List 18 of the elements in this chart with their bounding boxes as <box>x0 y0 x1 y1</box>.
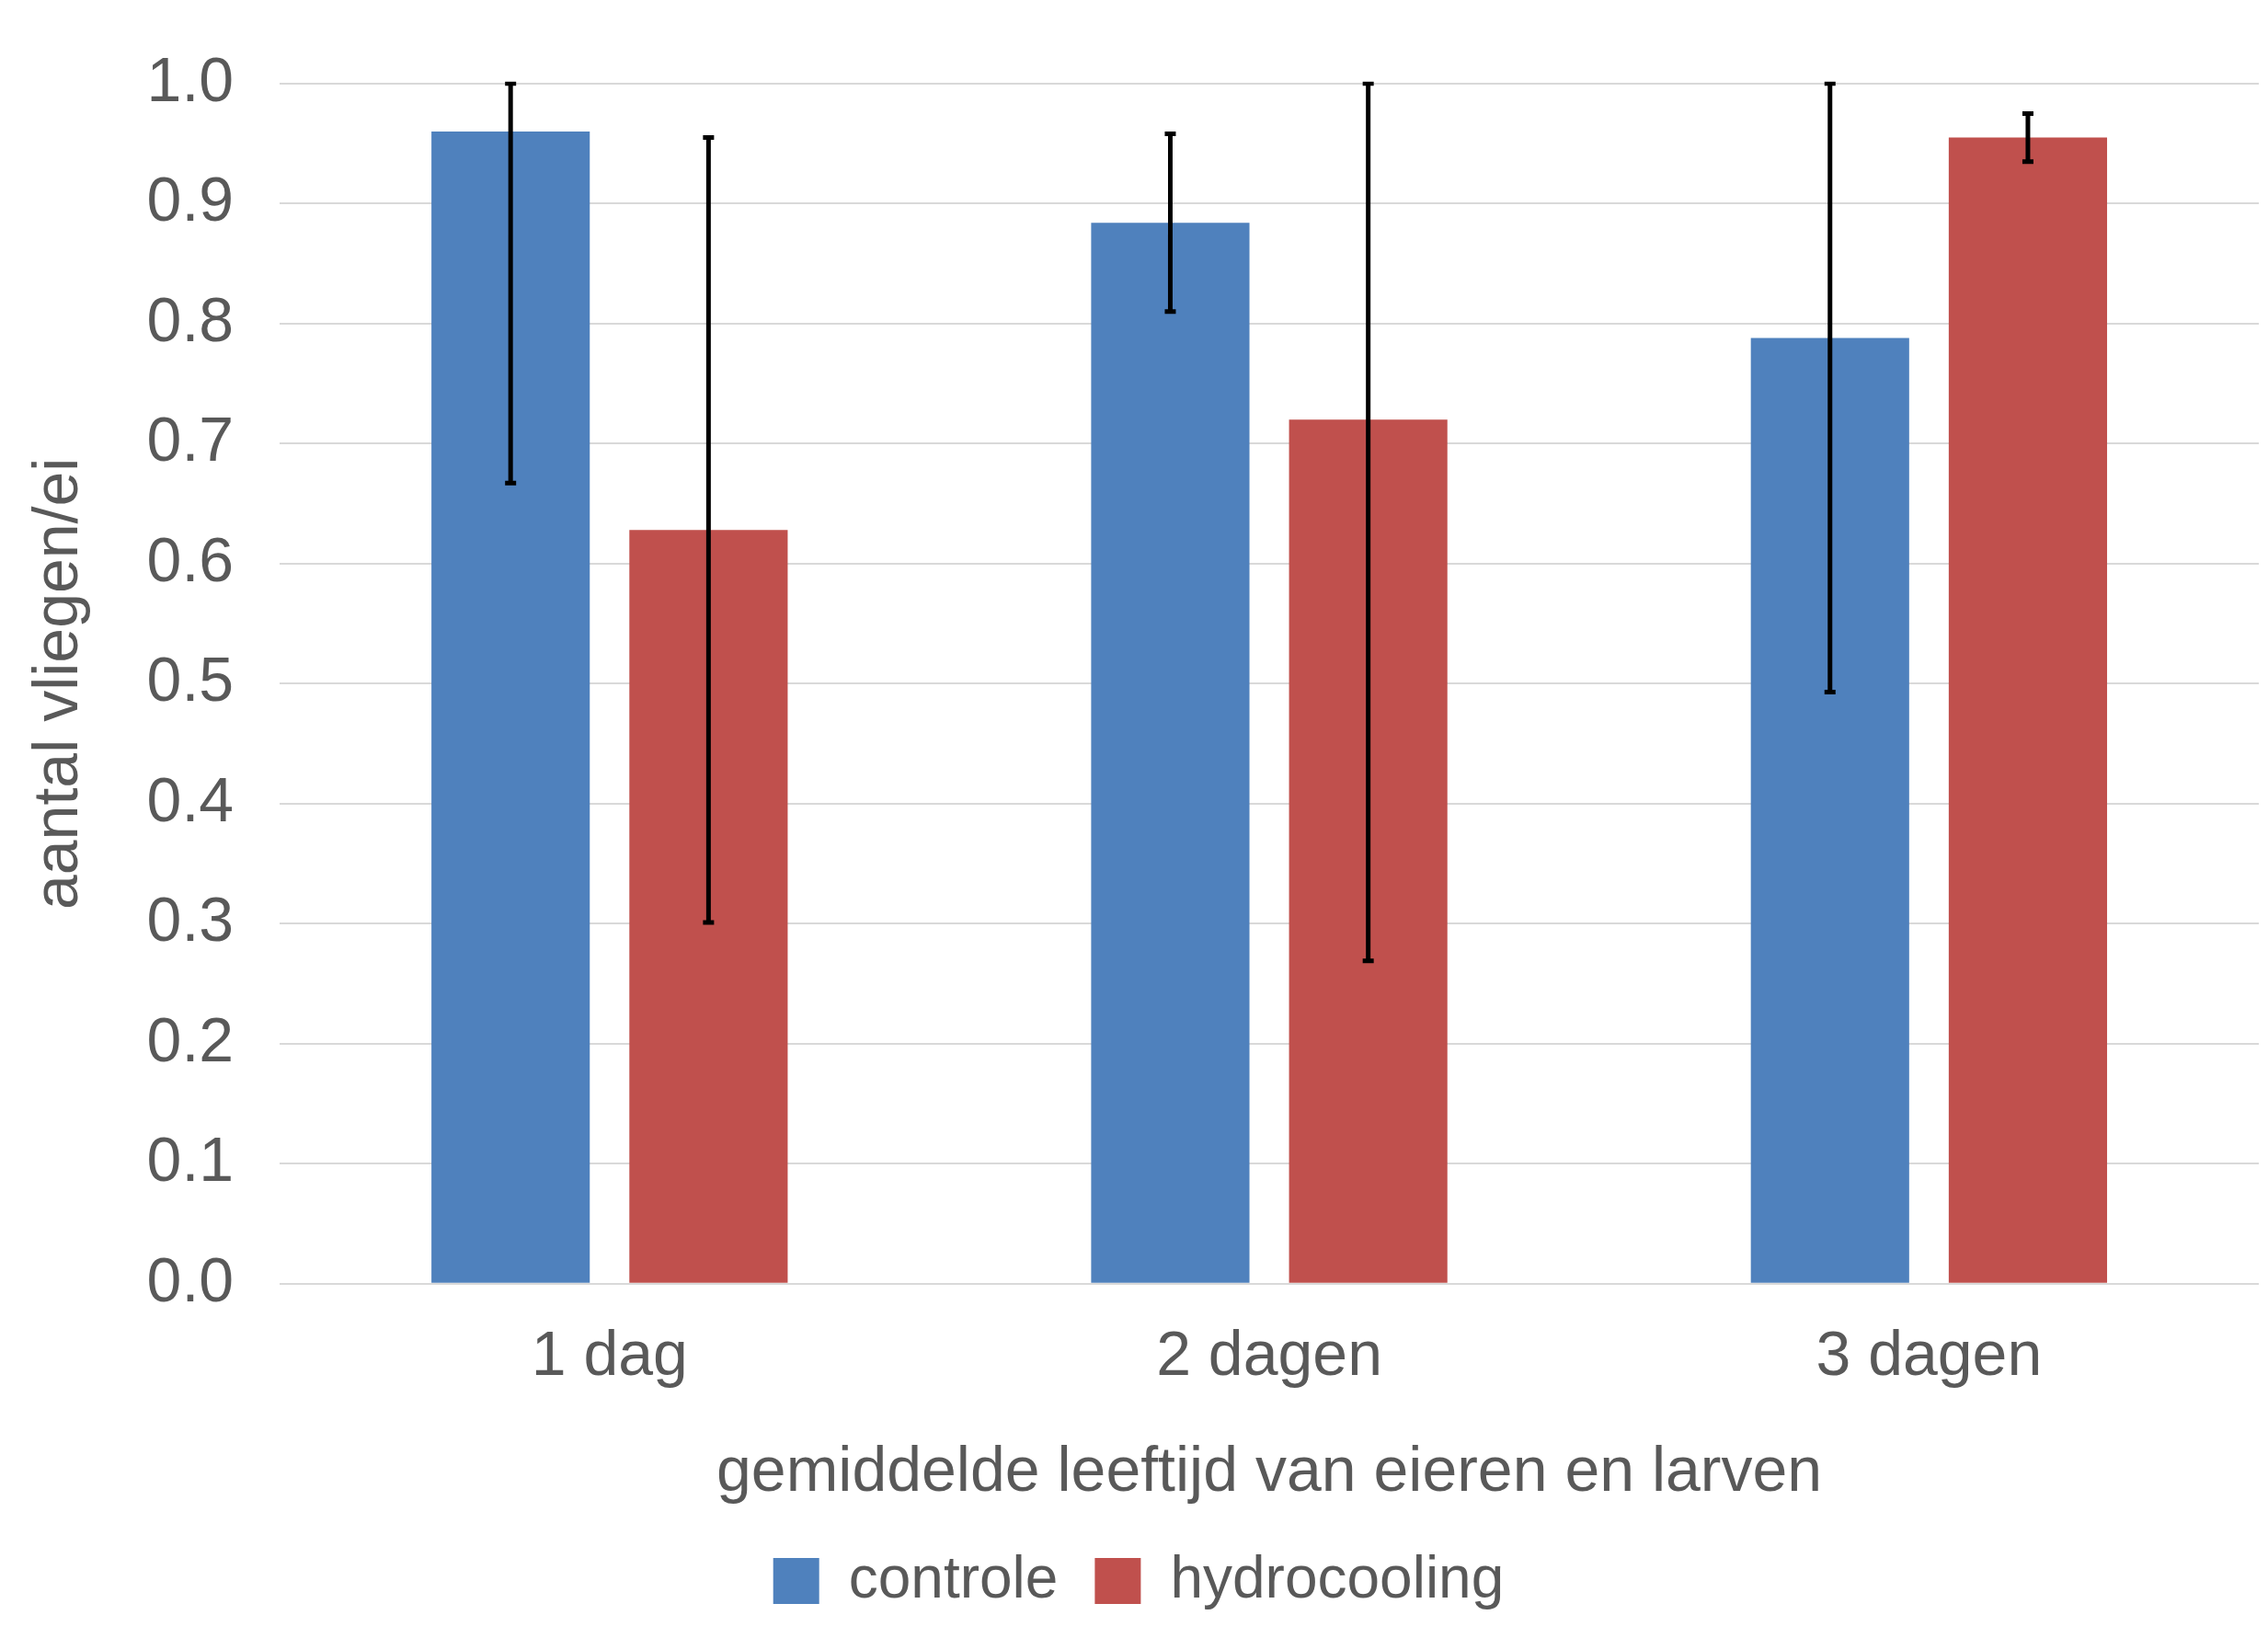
x-axis-title: gemiddelde leeftijd van eieren en larven <box>716 1433 1823 1504</box>
x-tick-label: 1 dag <box>531 1318 688 1389</box>
y-tick-label: 1.0 <box>146 43 235 114</box>
y-tick-label: 0.5 <box>146 644 235 715</box>
y-tick-label: 0.0 <box>146 1243 235 1314</box>
y-tick-label: 0.9 <box>146 164 235 235</box>
y-tick-label: 0.2 <box>146 1003 235 1074</box>
y-tick-label: 0.6 <box>146 523 235 594</box>
y-tick-label: 0.8 <box>146 283 235 354</box>
legend-label: hydrocooling <box>1170 1543 1505 1610</box>
y-tick-label: 0.4 <box>146 763 235 834</box>
y-tick-label: 0.3 <box>146 884 235 955</box>
legend-label: controle <box>848 1543 1059 1610</box>
y-tick-label: 0.7 <box>146 404 235 475</box>
y-tick-label: 0.1 <box>146 1124 235 1195</box>
x-tick-label: 2 dagen <box>1156 1318 1382 1389</box>
y-axis-title: aantal vliegen/ei <box>19 457 90 911</box>
x-tick-label: 3 dagen <box>1816 1318 2043 1389</box>
